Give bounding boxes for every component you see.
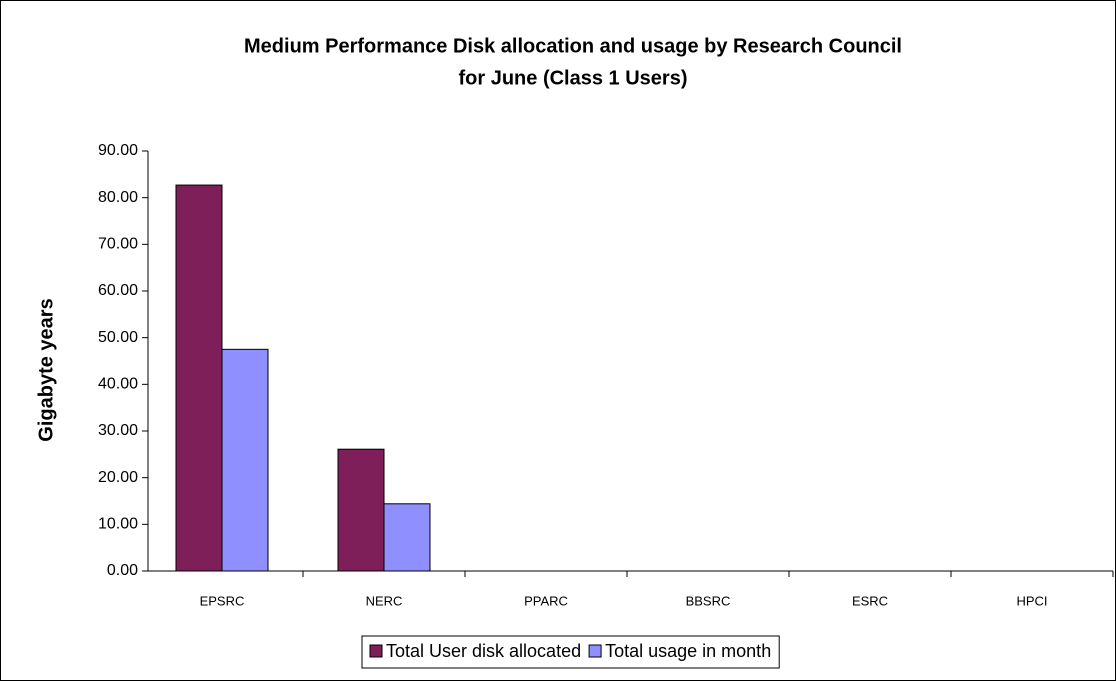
y-tick-label: 30.00	[98, 422, 138, 439]
legend-box	[361, 635, 780, 669]
chart-title: for June (Class 1 Users)	[459, 67, 688, 89]
y-tick-label: 90.00	[98, 142, 138, 159]
y-tick-label: 20.00	[98, 469, 138, 486]
bar	[221, 348, 269, 572]
y-tick-label: 0.00	[107, 562, 138, 579]
y-tick-label: 40.00	[98, 376, 138, 393]
x-tick-label: PPARC	[524, 593, 568, 608]
x-tick-label: EPSRC	[200, 593, 245, 608]
x-tick-label: NERC	[366, 593, 403, 608]
legend-swatch	[588, 644, 602, 658]
legend-label: Total usage in month	[605, 641, 771, 661]
y-tick-label: 10.00	[98, 516, 138, 533]
x-tick-label: HPCI	[1016, 593, 1047, 608]
y-tick-label: 70.00	[98, 236, 138, 253]
x-tick-label: BBSRC	[686, 593, 731, 608]
chart-title: Medium Performance Disk allocation and u…	[244, 35, 902, 57]
bar	[383, 503, 431, 572]
bar	[175, 184, 223, 572]
y-tick-label: 50.00	[98, 329, 138, 346]
legend-swatch	[369, 644, 383, 658]
y-axis-label: Gigabyte years	[35, 298, 57, 441]
x-tick-label: ESRC	[852, 593, 888, 608]
bar	[337, 448, 385, 572]
y-tick-label: 80.00	[98, 189, 138, 206]
legend-label: Total User disk allocated	[386, 641, 581, 661]
y-tick-label: 60.00	[98, 282, 138, 299]
